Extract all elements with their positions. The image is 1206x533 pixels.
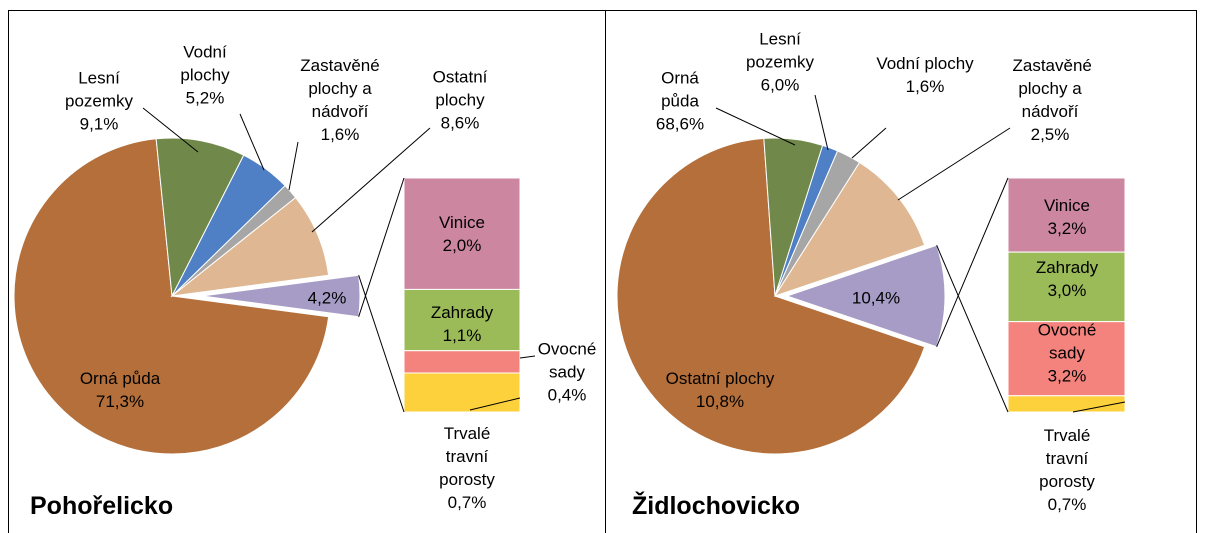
connector	[358, 275, 405, 413]
pie-slice	[170, 196, 330, 297]
label-text: 0,7%	[1047, 495, 1087, 514]
label-text: 4,2%	[307, 288, 347, 308]
label-text: 10,4%	[851, 288, 901, 308]
label-text: 3,2%	[1047, 219, 1087, 238]
label-text: Zahrady	[430, 303, 494, 322]
label-text: Zahrady	[1035, 258, 1099, 277]
bar-label: Vinice 3,2%	[1022, 194, 1112, 240]
leader-line	[519, 355, 536, 359]
bar-label: Trvalé travní porosty 0,7%	[1027, 424, 1107, 516]
pie-slice	[616, 137, 926, 455]
slice-label: Lesní pozemky 6,0%	[745, 28, 815, 97]
slice-label: Orná půda 71,3%	[55, 367, 185, 413]
label-text: 10,8%	[695, 392, 745, 411]
connector	[358, 177, 405, 317]
connector	[936, 245, 1009, 413]
label-text: 8,6%	[440, 113, 480, 133]
pie-slice	[155, 137, 245, 298]
label-text: Ovocné sady	[537, 339, 597, 382]
label-text: 3,0%	[1047, 281, 1087, 300]
label-text: Ovocné sady	[1037, 320, 1097, 363]
label-text: Zastavěné plochy a nádvoří	[1012, 56, 1092, 121]
label-text: Vodní plochy	[180, 42, 230, 85]
label-text: 6,0%	[760, 75, 800, 95]
leader-line	[288, 141, 299, 191]
slice-label: Ostatní plochy 8,6%	[423, 66, 498, 135]
label-text: 5,2%	[185, 88, 225, 108]
leader-line	[851, 127, 887, 159]
label-text: Zastavěné plochy a nádvoří	[300, 56, 380, 121]
leader-line	[469, 397, 521, 411]
label-text: 2,5%	[1030, 125, 1070, 144]
bar-label: Vinice 2,0%	[417, 211, 507, 257]
leader-line	[1072, 401, 1126, 413]
label-text: 1,1%	[442, 326, 482, 345]
slice-label: Vodní plochy 1,6%	[875, 52, 975, 98]
bar-segment	[403, 177, 521, 290]
bar-segment	[1007, 395, 1126, 413]
label-text: Lesní pozemky	[64, 68, 134, 111]
label-text: Vodní plochy	[876, 54, 974, 73]
bar-segment	[403, 372, 521, 413]
leader-line	[239, 113, 265, 171]
leader-line	[142, 107, 199, 153]
frame	[8, 10, 1197, 533]
pie-slice	[773, 161, 926, 297]
slice-label: Zastavěné plochy a nádvoří 2,5%	[1012, 54, 1092, 146]
leader-line	[814, 94, 829, 151]
bar-segment	[1007, 321, 1126, 397]
connector	[936, 177, 1009, 347]
slice-label: Ostatní plochy 10,8%	[655, 367, 785, 413]
bar-label: Ovocné sady 3,2%	[1022, 319, 1112, 388]
leader-line	[311, 127, 431, 233]
label-text: 0,4%	[547, 385, 587, 405]
label-text: Ostatní plochy	[432, 67, 488, 110]
bar-segment	[1007, 177, 1126, 253]
label-text: Trvalé travní porosty	[1039, 426, 1095, 491]
label-text: 3,2%	[1047, 366, 1087, 386]
chart-title: Pohořelicko	[30, 492, 174, 520]
label-text: 9,1%	[79, 114, 119, 134]
label-text: 68,6%	[655, 114, 705, 134]
label-text: 1,6%	[320, 125, 360, 144]
label-text: Orná půda	[661, 68, 699, 111]
slice-label: 4,2%	[297, 287, 357, 310]
bar-label: Ovocné sady 0,4%	[530, 338, 605, 407]
label-text: Trvalé travní porosty	[439, 424, 495, 489]
label-text: 2,0%	[442, 236, 482, 255]
label-text: 0,7%	[447, 493, 487, 512]
slice-label: 10,4%	[846, 287, 906, 310]
label-text: Lesní pozemky	[745, 29, 815, 72]
slice-label: Orná půda 68,6%	[640, 67, 720, 136]
leader-line	[897, 127, 1011, 201]
leader-line	[715, 107, 796, 146]
label-text: Vinice	[439, 213, 485, 232]
bar-label: Zahrady 3,0%	[1022, 256, 1112, 302]
label-text: Orná půda	[79, 369, 161, 388]
label-text: 71,3%	[95, 392, 145, 411]
slice-label: Lesní pozemky 9,1%	[59, 67, 139, 136]
bar-segment	[403, 350, 521, 374]
bar-label: Trvalé travní porosty 0,7%	[427, 422, 507, 514]
bar-label: Zahrady 1,1%	[417, 301, 507, 347]
bar-segment	[403, 288, 521, 352]
slice-label: Zastavěné plochy a nádvoří 1,6%	[290, 54, 390, 146]
label-text: 1,6%	[905, 77, 945, 96]
slice-label: Vodní plochy 5,2%	[170, 41, 240, 110]
label-text: Vinice	[1044, 196, 1090, 215]
chart-title: Židlochovicko	[632, 492, 801, 520]
label-text: Ostatní plochy	[665, 369, 775, 388]
